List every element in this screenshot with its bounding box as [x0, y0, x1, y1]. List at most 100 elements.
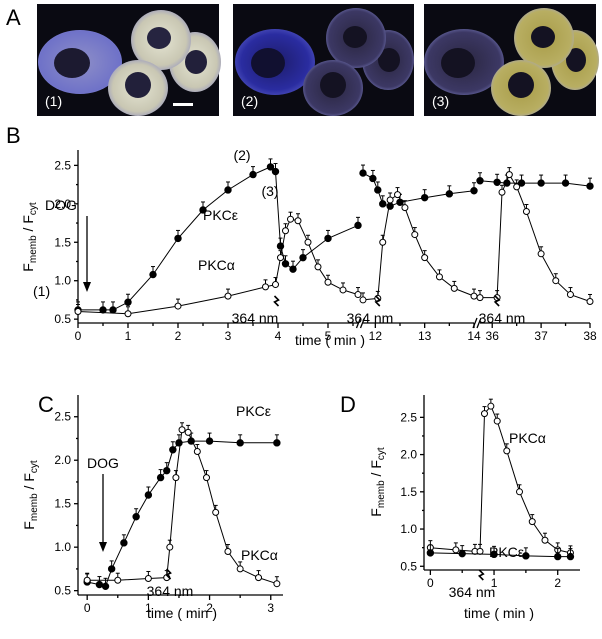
- x-tick-label: 0: [427, 576, 434, 590]
- x-tick-label: 2: [175, 329, 182, 343]
- pkca-c-point: [203, 474, 211, 482]
- axis-break: [476, 317, 482, 329]
- y-tick-label: 2.5: [400, 410, 417, 424]
- pkce-b-seg0-point: [224, 186, 232, 194]
- panel-label-d: D: [340, 392, 356, 417]
- pkca-c-point: [144, 574, 152, 582]
- pkca-c-point: [184, 428, 192, 436]
- pkca-b-seg1-point: [470, 292, 478, 300]
- y-tick-label: 1.0: [54, 540, 71, 554]
- pkce-c-point: [205, 437, 214, 445]
- uv-flash-icon: [165, 568, 172, 580]
- panel-label-b: B: [6, 123, 21, 148]
- uv-label: 364 nm: [232, 310, 279, 326]
- pkca-b-seg0-point: [224, 292, 232, 300]
- pkca-d-point: [452, 546, 460, 554]
- pkca-b-seg1-point: [421, 254, 429, 262]
- pkca-b-seg0-point: [314, 263, 322, 271]
- pkca-c-point: [114, 576, 122, 584]
- pkca-b-seg0-point: [272, 281, 279, 289]
- pkce-b-seg0-point: [124, 298, 132, 306]
- chart-d: Fmemb / Fcyt 0.5 1.0 1.5 2.0 2.5 0 1 2 time ( min…: [368, 395, 580, 621]
- pkca-b-seg2-line: [480, 173, 591, 302]
- x-tick-label: 13: [418, 329, 432, 343]
- x-tick-label: 2: [554, 576, 561, 590]
- pkce-c-point: [163, 466, 171, 475]
- pkce-b-seg0-point: [249, 170, 257, 179]
- pkca-c-point: [224, 548, 232, 556]
- pkce-b-seg2-point: [517, 179, 526, 187]
- dog-arrowhead: [99, 542, 107, 552]
- pkce-d-point: [426, 549, 435, 557]
- pkce-label: PKCε: [236, 403, 271, 419]
- pkca-d-point: [493, 417, 501, 425]
- pkca-b-seg1-point: [359, 296, 367, 304]
- pkce-c-point: [169, 446, 177, 454]
- pkca-b-seg0-point: [304, 238, 312, 246]
- pkca-b-seg1-point: [411, 231, 419, 239]
- pkce-b-seg1-point: [379, 200, 387, 208]
- pkca-c-point: [172, 474, 180, 482]
- y-tick-label: 2.5: [54, 410, 71, 424]
- pkce-c-point: [120, 539, 128, 547]
- y-axis-label: Fmemb / Fcyt: [21, 460, 40, 530]
- pkce-b-seg0-point: [299, 253, 307, 262]
- dog-label: DOG: [45, 197, 77, 213]
- uv-label: 364 nm: [147, 583, 194, 599]
- pkce-b-seg0-point: [174, 234, 182, 243]
- pkca-b-seg1-point: [401, 204, 409, 212]
- axis-break: [359, 317, 366, 329]
- axis-break: [355, 317, 362, 329]
- y-tick-label: 2.5: [54, 158, 71, 172]
- pkca-b-seg2-point: [476, 294, 484, 302]
- pkca-c-point: [236, 565, 244, 573]
- panel-label-c: C: [38, 392, 54, 417]
- pkca-b-seg2-point: [498, 188, 506, 196]
- pkca-b-seg0-point: [262, 283, 269, 291]
- pkca-b-seg0-point: [277, 254, 284, 262]
- pkca-c-point: [212, 508, 220, 516]
- pkce-b-seg2-point: [493, 178, 501, 186]
- chart-c: Fmemb / Fcyt 0.5 1.0 1.5 2.0 2.5 0 1 2 3 time ( mi…: [21, 395, 283, 621]
- uv-flash-icon: [477, 569, 485, 581]
- pkca-b-seg0-point: [354, 291, 362, 299]
- y-tick-label: 0.5: [400, 559, 417, 573]
- pkca-label: PKCα: [241, 547, 278, 563]
- pkce-b-seg0-point: [354, 221, 362, 230]
- pkce-d-point: [566, 552, 575, 561]
- pkca-b-seg2-point: [552, 277, 560, 285]
- state-3-label: (3): [261, 183, 278, 199]
- pkca-label: PKCα: [509, 430, 546, 446]
- pkce-b-seg0-point: [266, 163, 275, 171]
- pkce-label: PKCε: [489, 544, 524, 560]
- pkce-b-seg2-point: [586, 182, 594, 190]
- pkca-d-point: [541, 536, 549, 544]
- pkca-d-point: [516, 488, 524, 496]
- x-axis-label: time ( min ): [464, 605, 534, 621]
- y-axis-label: Fmemb / Fcyt: [368, 447, 387, 517]
- pkca-d-point: [487, 402, 495, 410]
- pkce-b-seg2-point: [537, 179, 545, 187]
- pkca-b-seg1-line: [362, 193, 475, 301]
- x-tick-label: 1: [491, 576, 498, 590]
- pkca-b-seg0-point: [282, 227, 289, 235]
- pkca-c-point: [83, 576, 91, 584]
- pkca-b-seg2-point: [522, 208, 530, 216]
- pkca-b-seg0-point: [324, 278, 332, 286]
- x-tick-label: 37: [534, 329, 548, 343]
- y-tick-label: 2.0: [54, 197, 71, 211]
- pkce-d-point: [522, 552, 530, 560]
- pkca-b-seg1-point: [435, 273, 443, 281]
- pkca-b-seg0-point: [287, 215, 294, 223]
- x-tick-label: 1: [125, 329, 132, 343]
- pkce-b-seg1-point: [369, 174, 377, 183]
- pkce-b-seg0-point: [271, 167, 280, 176]
- dog-arrowhead: [83, 282, 91, 292]
- state-2-label: (2): [233, 147, 250, 163]
- pkca-c-point: [255, 574, 263, 582]
- pkca-b-seg0-point: [124, 310, 132, 318]
- state-1-label: (1): [33, 283, 50, 299]
- pkca-d-point: [476, 547, 484, 555]
- x-tick-label: 5: [325, 329, 332, 343]
